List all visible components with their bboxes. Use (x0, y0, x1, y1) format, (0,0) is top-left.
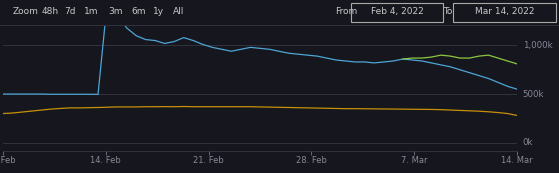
Text: 48h: 48h (42, 7, 59, 16)
Text: 6m: 6m (131, 7, 146, 16)
Text: Mar 14, 2022: Mar 14, 2022 (475, 7, 534, 16)
FancyBboxPatch shape (351, 3, 443, 22)
Text: 500k: 500k (523, 90, 544, 99)
Text: 3m: 3m (108, 7, 122, 16)
Text: Zoom: Zoom (12, 7, 38, 16)
Text: 1,000k: 1,000k (523, 41, 552, 50)
Text: 1m: 1m (84, 7, 98, 16)
Text: Feb 4, 2022: Feb 4, 2022 (371, 7, 424, 16)
Text: 0k: 0k (523, 138, 533, 147)
Text: From: From (335, 7, 358, 16)
FancyBboxPatch shape (453, 3, 556, 22)
Text: 7d: 7d (64, 7, 76, 16)
Text: To: To (443, 7, 452, 16)
Text: 1y: 1y (153, 7, 164, 16)
Text: All: All (173, 7, 184, 16)
